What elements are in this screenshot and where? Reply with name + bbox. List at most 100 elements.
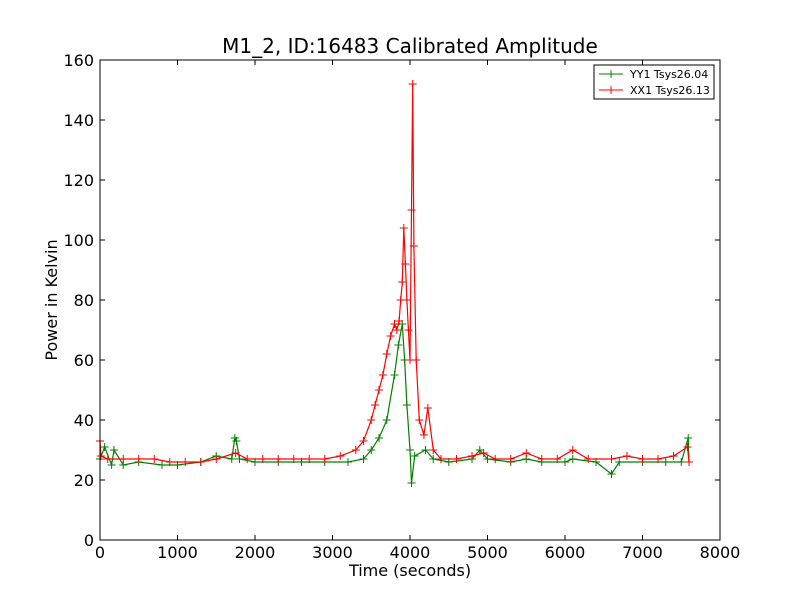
data-point-yy1 (406, 446, 414, 454)
data-point-xx1 (351, 446, 360, 454)
legend-label-yy1: YY1 Tsys26.04 (629, 68, 708, 81)
data-point-yy1 (375, 434, 383, 442)
data-point-xx1 (409, 242, 418, 250)
data-point-xx1 (654, 455, 662, 463)
data-point-xx1 (468, 452, 476, 460)
y-tick-label: 100 (63, 231, 94, 250)
data-point-yy1 (607, 470, 616, 478)
data-point-xx1 (395, 317, 404, 325)
data-point-xx1 (408, 80, 417, 88)
x-tick-label: 4000 (390, 543, 431, 562)
data-point-xx1 (392, 326, 401, 334)
y-tick-label: 20 (74, 471, 94, 490)
data-point-xx1 (274, 455, 283, 463)
data-point-yy1 (390, 371, 399, 379)
y-tick-label: 40 (74, 411, 94, 430)
data-point-yy1 (367, 446, 376, 454)
data-point-yy1 (344, 458, 352, 466)
data-point-xx1 (320, 455, 329, 463)
data-point-xx1 (407, 206, 416, 214)
data-point-xx1 (506, 455, 515, 463)
y-tick-label: 60 (74, 351, 94, 370)
data-point-xx1 (378, 371, 387, 379)
data-point-xx1 (258, 455, 267, 463)
data-point-yy1 (359, 455, 368, 463)
data-point-xx1 (231, 449, 240, 457)
data-point-xx1 (415, 416, 424, 424)
data-point-xx1 (537, 455, 546, 463)
data-point-xx1 (243, 455, 252, 463)
data-point-xx1 (96, 452, 105, 460)
data-point-xx1 (429, 446, 438, 454)
data-point-xx1 (452, 455, 461, 463)
series-layer (96, 80, 693, 487)
data-point-xx1 (196, 458, 205, 466)
data-point-xx1 (399, 224, 408, 232)
data-point-yy1 (407, 479, 416, 487)
chart-title: M1_2, ID:16483 Calibrated Amplitude (222, 34, 598, 58)
data-point-xx1 (685, 458, 693, 466)
data-point-xx1 (150, 455, 159, 463)
data-point-yy1 (483, 455, 492, 463)
x-tick-label: 0 (95, 543, 105, 562)
data-point-xx1 (522, 449, 531, 457)
data-point-yy1 (402, 401, 411, 409)
data-point-xx1 (165, 458, 174, 466)
legend-marker-xx1: + (606, 83, 616, 97)
data-point-yy1 (107, 461, 116, 469)
data-point-xx1 (553, 455, 562, 463)
data-point-xx1 (404, 326, 413, 334)
legend-marker-yy1: + (606, 67, 616, 81)
data-point-yy1 (109, 446, 118, 454)
x-axis-title: Time (seconds) (348, 561, 471, 580)
y-tick-label: 80 (74, 291, 94, 310)
data-point-xx1 (386, 332, 395, 340)
data-point-yy1 (615, 458, 624, 466)
data-point-xx1 (359, 437, 368, 445)
data-point-xx1 (402, 296, 411, 304)
data-point-yy1 (410, 452, 419, 460)
data-point-xx1 (683, 443, 692, 451)
data-point-xx1 (423, 404, 432, 412)
data-point-xx1 (103, 455, 112, 463)
y-tick-label: 140 (63, 111, 94, 130)
data-point-yy1 (561, 458, 569, 466)
data-point-xx1 (212, 455, 221, 463)
x-tick-label: 3000 (312, 543, 353, 562)
data-point-xx1 (412, 356, 421, 364)
x-tick-label: 1000 (157, 543, 198, 562)
series-line-xx1 (99, 83, 690, 463)
data-point-xx1 (375, 386, 383, 394)
data-point-yy1 (382, 416, 391, 424)
data-point-yy1 (684, 434, 693, 442)
data-point-xx1 (607, 455, 616, 463)
x-tick-label: 5000 (467, 543, 508, 562)
data-point-xx1 (119, 455, 128, 463)
data-point-xx1 (638, 455, 647, 463)
data-point-xx1 (305, 455, 314, 463)
data-point-xx1 (398, 278, 407, 286)
data-point-xx1 (623, 452, 631, 460)
x-tick-label: 6000 (545, 543, 586, 562)
y-tick-label: 160 (63, 51, 94, 70)
data-point-xx1 (419, 431, 428, 439)
data-point-xx1 (479, 449, 488, 457)
data-point-xx1 (367, 416, 376, 424)
data-point-yy1 (429, 455, 438, 463)
data-point-xx1 (437, 455, 445, 463)
data-point-xx1 (669, 452, 678, 460)
y-tick-label: 120 (63, 171, 94, 190)
data-point-xx1 (181, 458, 190, 466)
data-point-yy1 (100, 443, 109, 451)
x-tick-label: 2000 (235, 543, 276, 562)
data-point-xx1 (382, 350, 391, 358)
legend-box (593, 64, 715, 100)
data-point-xx1 (401, 260, 410, 268)
x-tick-label: 8000 (700, 543, 741, 562)
data-point-yy1 (394, 341, 403, 349)
data-point-yy1 (677, 458, 686, 466)
data-point-yy1 (568, 455, 577, 463)
data-point-yy1 (235, 455, 244, 463)
y-tick-label: 0 (84, 531, 94, 550)
